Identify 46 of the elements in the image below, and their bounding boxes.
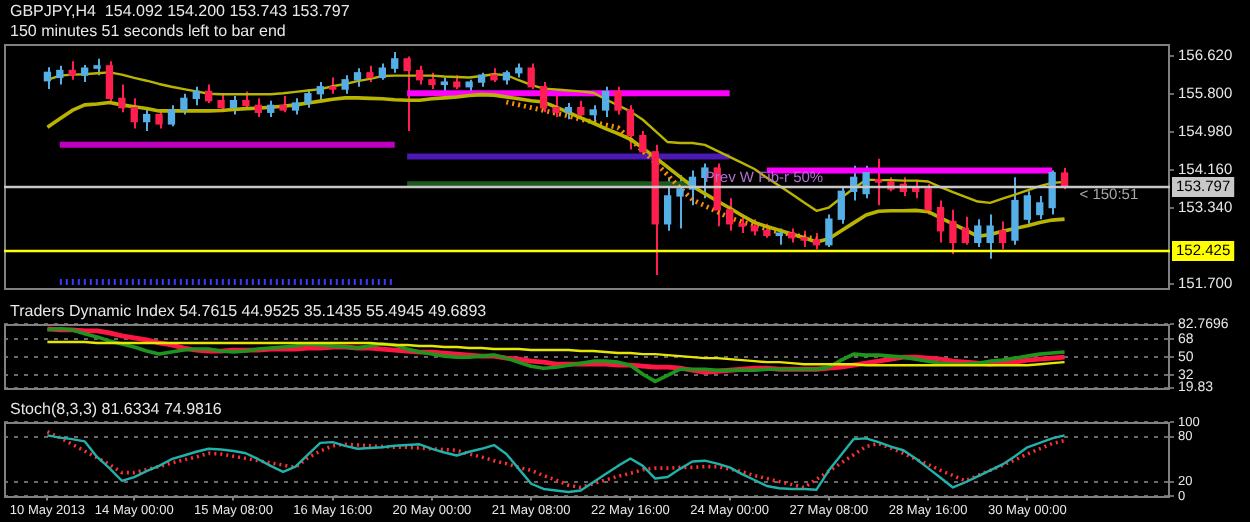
candlestick [1023,190,1032,225]
candlestick [353,67,362,88]
candlestick [837,185,845,225]
candlestick [130,97,138,130]
candlestick [56,64,64,86]
candlestick [986,213,994,260]
candlestick [539,81,548,114]
candlestick [167,104,176,128]
candlestick [663,176,672,232]
candlestick [180,92,188,116]
candlestick [552,95,560,118]
candlestick [403,55,411,132]
chart-title: GBPJPY,H4 154.092 154.200 153.743 153.797 [10,2,351,21]
candlestick [205,83,213,105]
candlestick [118,83,126,114]
candlestick [192,85,200,107]
candlestick [676,174,684,230]
candlestick [415,64,424,86]
candlestick [1011,176,1019,246]
candlestick [936,199,945,244]
candlestick [924,183,932,216]
candlestick [725,197,734,232]
chart-subtitle: 150 minutes 51 seconds left to bar end [10,22,286,41]
candlestick [949,208,957,256]
chart-title: Traders Dynamic Index 54.7615 44.9525 35.1435 55.4945 49.6893 [10,302,488,321]
candlestick [142,108,151,132]
candlestick [527,62,535,91]
candlestick [825,213,833,249]
candlestick [614,85,622,116]
candlestick [316,81,324,102]
candlestick [998,220,1007,251]
candlestick [105,60,114,105]
candlestick [341,74,349,95]
candlestick [961,215,969,246]
candlestick [874,157,883,207]
candlestick [1048,169,1056,216]
candlestick [304,88,312,109]
chart-title: Stoch(8,3,3) 81.6334 74.9816 [10,400,223,419]
candlestick [601,85,610,118]
candlestick [68,60,76,81]
candlestick [391,50,399,74]
candlestick [626,104,635,151]
candlestick [229,95,238,116]
candlestick [974,218,982,249]
candlestick [254,97,262,118]
candlestick [1036,194,1044,221]
